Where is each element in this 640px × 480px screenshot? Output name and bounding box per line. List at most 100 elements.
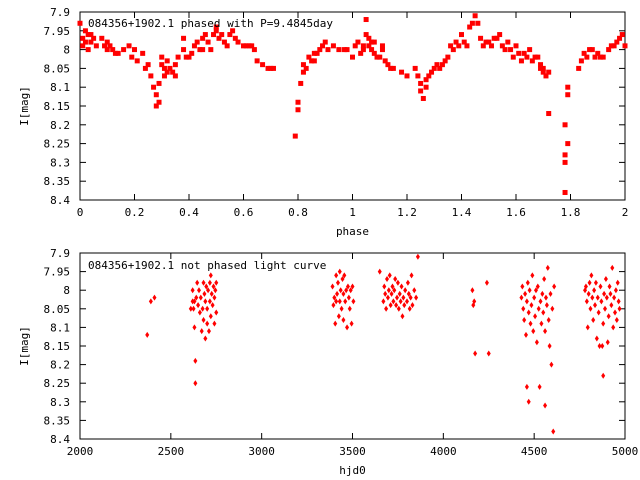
data-point-hjd [613,309,618,316]
data-point-phase [77,20,83,26]
data-point-hjd [334,272,339,279]
data-point-hjd [383,290,388,297]
data-point-hjd [396,305,401,312]
data-point-phase [434,62,440,68]
data-point-hjd [337,268,342,275]
data-point-hjd [527,287,532,294]
data-point-phase [415,73,421,79]
data-point-hjd [601,320,606,327]
data-point-phase [140,50,146,56]
data-point-phase [221,39,227,45]
data-point-hjd [537,383,542,390]
data-point-hjd [405,279,410,286]
data-point-hjd [188,305,193,312]
data-point-phase [159,54,165,60]
data-point-phase [172,73,178,79]
y-tick-label: 7.95 [44,25,71,38]
data-point-phase [172,62,178,68]
data-point-hjd [335,290,340,297]
data-point-hjd [345,283,350,290]
data-point-hjd [547,343,552,349]
data-point-phase [102,43,108,49]
data-point-hjd [519,294,524,301]
data-point-phase [418,88,424,94]
data-point-phase [186,54,192,60]
data-point-hjd [348,287,353,294]
data-point-hjd [549,361,554,368]
y-tick-label: 8.4 [50,194,70,207]
data-point-phase [578,58,584,64]
data-point-hjd [341,316,346,323]
data-point-phase [538,65,544,71]
data-point-phase [246,43,252,49]
data-point-phase [161,65,167,71]
data-point-phase [412,65,418,71]
data-point-hjd [597,343,602,349]
data-point-hjd [585,324,590,331]
data-point-hjd [587,279,592,286]
data-point-phase [254,58,260,64]
data-point-phase [153,92,159,98]
data-point-hjd [608,290,613,297]
data-point-phase [461,39,467,45]
data-point-hjd [528,320,533,327]
data-point-phase [265,65,271,71]
data-point-hjd [332,294,337,301]
data-point-hjd [595,294,600,301]
x-tick-label: 0 [77,206,84,219]
data-point-phase [85,32,91,38]
data-point-phase [518,58,524,64]
data-point-hjd [472,298,477,305]
data-point-hjd [408,294,413,301]
data-point-phase [241,43,246,49]
data-point-phase [145,62,151,68]
data-point-phase [235,39,241,45]
y-tick-label: 8.1 [50,321,70,334]
data-point-hjd [484,279,489,286]
data-point-phase [230,28,236,34]
data-point-hjd [524,383,529,390]
data-point-phase [153,103,159,109]
data-point-hjd [615,279,620,286]
data-point-phase [115,50,121,56]
unphased-light-curve-panel: 2000 2500 3000 3500 4000 4500 5000 7.9 7.95 8 8.05… [18,247,638,477]
data-point-hjd [208,313,213,320]
data-point-hjd [400,313,405,320]
data-point-phase [227,32,233,38]
data-point-phase [478,35,484,41]
data-point-hjd [403,287,408,294]
data-point-phase [202,32,208,38]
data-point-hjd [381,298,386,305]
data-point-hjd [539,320,544,327]
data-point-hjd [611,324,616,331]
data-point-hjd [415,253,420,260]
data-point-phase [175,54,181,60]
data-point-hjd [397,290,402,297]
data-point-hjd [399,283,404,290]
data-point-hjd [594,335,599,342]
data-point-hjd [540,290,545,297]
y-tick-label: 8.25 [44,377,71,390]
data-point-phase [508,47,514,53]
data-point-phase [614,39,620,45]
data-point-hjd [203,335,208,342]
data-point-phase [360,43,366,49]
data-point-phase [197,47,203,53]
data-point-hjd [590,294,595,301]
data-point-phase [164,69,170,75]
data-point-hjd [342,272,347,279]
chart-title: 084356+1902.1 not phased light curve [88,259,326,272]
data-point-phase [390,65,396,71]
data-point-phase [99,35,105,41]
y-tick-label: 8.1 [50,81,70,94]
data-point-hjd [531,328,536,335]
data-point-hjd [351,298,356,305]
data-point-hjd [193,380,198,387]
data-point-hjd [191,305,196,312]
data-point-hjd [589,272,594,279]
data-point-hjd [197,309,202,316]
data-point-phase [606,47,612,53]
data-point-hjd [401,294,406,301]
data-point-hjd [334,298,339,305]
data-point-phase [576,65,582,71]
